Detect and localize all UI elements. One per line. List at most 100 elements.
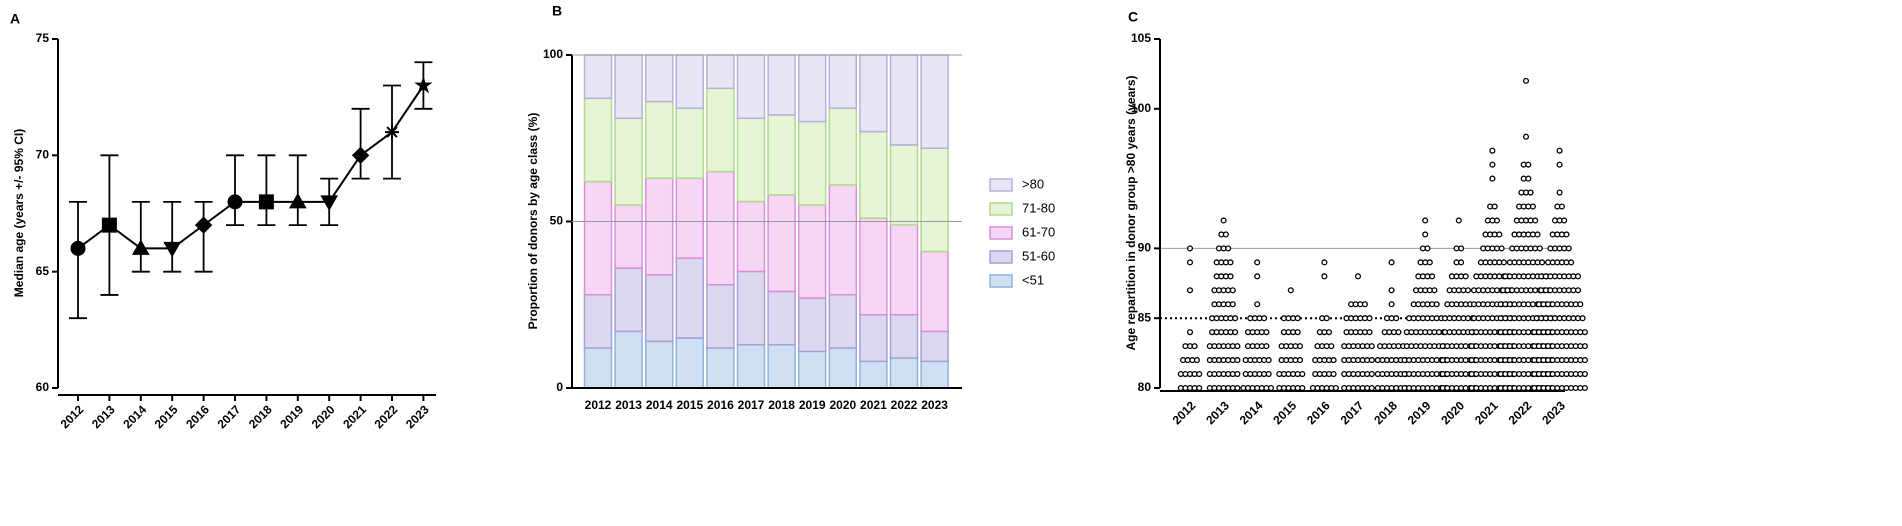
y-tick-label: 0 — [556, 380, 563, 394]
bar-segment — [675, 107, 705, 179]
marker — [351, 146, 370, 165]
marker — [194, 216, 213, 234]
y-tick-label: 100 — [543, 47, 563, 61]
dot — [1225, 245, 1232, 252]
dot — [1299, 370, 1306, 378]
dot — [1227, 259, 1234, 266]
bar-segment — [644, 100, 674, 179]
y-tick-label: 100 — [1131, 101, 1151, 115]
bar-segment — [706, 284, 735, 349]
x-tick-label: 2021 — [340, 402, 369, 431]
marker — [163, 241, 182, 258]
x-tick-label: 2023 — [1539, 398, 1568, 427]
error-bar — [226, 154, 244, 227]
x-tick-label: 2017 — [738, 398, 765, 412]
bar-segment — [614, 204, 643, 269]
x-tick-label: 2015 — [152, 402, 181, 431]
dot — [1368, 370, 1375, 378]
dot — [1265, 357, 1272, 364]
legend-label: >80 — [1022, 176, 1044, 191]
bar-segment — [706, 170, 735, 286]
dot — [1229, 287, 1236, 294]
dot — [1321, 259, 1328, 266]
bar-segment — [736, 343, 766, 389]
line — [77, 84, 425, 250]
x-tick-label: 2012 — [585, 398, 612, 412]
x-tick-label: 2015 — [1270, 398, 1299, 427]
dot — [1489, 175, 1496, 182]
dot — [1229, 301, 1236, 308]
x-tick-label: 2016 — [1304, 398, 1333, 427]
dot — [1522, 77, 1530, 84]
dot — [1186, 287, 1194, 294]
x-tick-label: 2015 — [676, 398, 703, 412]
dot — [1455, 217, 1462, 224]
bar-segment — [706, 87, 735, 173]
bar-segment — [828, 54, 858, 110]
x-tick-label: 2013 — [89, 402, 118, 431]
panel-label: C — [1128, 9, 1138, 25]
bar-segment — [736, 117, 766, 203]
dot — [1234, 384, 1241, 392]
x-tick-label: 2017 — [215, 402, 244, 431]
dot — [1323, 315, 1330, 322]
bar-segment — [889, 313, 919, 359]
error-bar — [163, 200, 182, 273]
bar-segment — [675, 54, 705, 110]
dot — [1388, 259, 1395, 266]
dot — [1532, 217, 1539, 224]
dot — [1186, 259, 1194, 266]
marker — [288, 192, 307, 209]
bar-segment — [675, 257, 705, 339]
dot — [1366, 315, 1373, 322]
y-tick-label: 105 — [1131, 31, 1151, 45]
y-axis-label: Median age (years +/- 95% CI) — [12, 129, 26, 297]
marker — [70, 240, 86, 256]
bar-segment — [736, 200, 766, 273]
y-tick-label: 50 — [550, 214, 564, 228]
dot — [1525, 175, 1532, 182]
marker — [131, 239, 150, 255]
bar-segment — [583, 97, 613, 183]
dot — [1581, 357, 1588, 364]
bar-segment — [736, 270, 766, 346]
y-tick-label: 65 — [36, 264, 50, 278]
bar-segment — [889, 144, 919, 226]
dot — [1234, 370, 1241, 378]
dot — [1388, 301, 1395, 308]
dot — [1422, 217, 1429, 224]
dot — [1368, 343, 1375, 350]
dot — [1556, 189, 1563, 196]
bar-segment — [859, 130, 888, 219]
dot — [1196, 384, 1203, 392]
dot — [1193, 357, 1200, 364]
dot — [1186, 245, 1194, 252]
x-tick-label: 2017 — [1338, 398, 1367, 427]
dot — [1388, 287, 1395, 294]
dot — [1500, 259, 1507, 266]
dot — [1393, 315, 1400, 322]
dot — [1299, 384, 1306, 392]
x-tick-label: 2014 — [1237, 398, 1266, 427]
x-tick-label: 2019 — [1405, 398, 1434, 427]
x-tick-label: 2018 — [246, 402, 275, 431]
bar-segment — [706, 347, 735, 389]
bar-segment — [828, 347, 858, 389]
x-tick-label: 2021 — [1472, 398, 1501, 427]
dot — [1581, 370, 1588, 378]
dot — [1263, 343, 1270, 350]
dot — [1294, 329, 1301, 336]
bar-segment — [859, 313, 888, 363]
bar-segment — [920, 330, 949, 363]
y-tick-label: 75 — [36, 31, 50, 45]
x-tick-label: 2014 — [120, 402, 149, 431]
dot — [1464, 287, 1472, 294]
legend-swatch — [989, 250, 1013, 264]
x-tick-label: 2019 — [277, 402, 306, 431]
dot — [1254, 259, 1261, 266]
dot — [1574, 287, 1582, 294]
x-tick-label: 2021 — [860, 398, 887, 412]
dot — [1395, 329, 1402, 336]
dot — [1581, 343, 1588, 350]
bar-segment — [675, 177, 705, 259]
